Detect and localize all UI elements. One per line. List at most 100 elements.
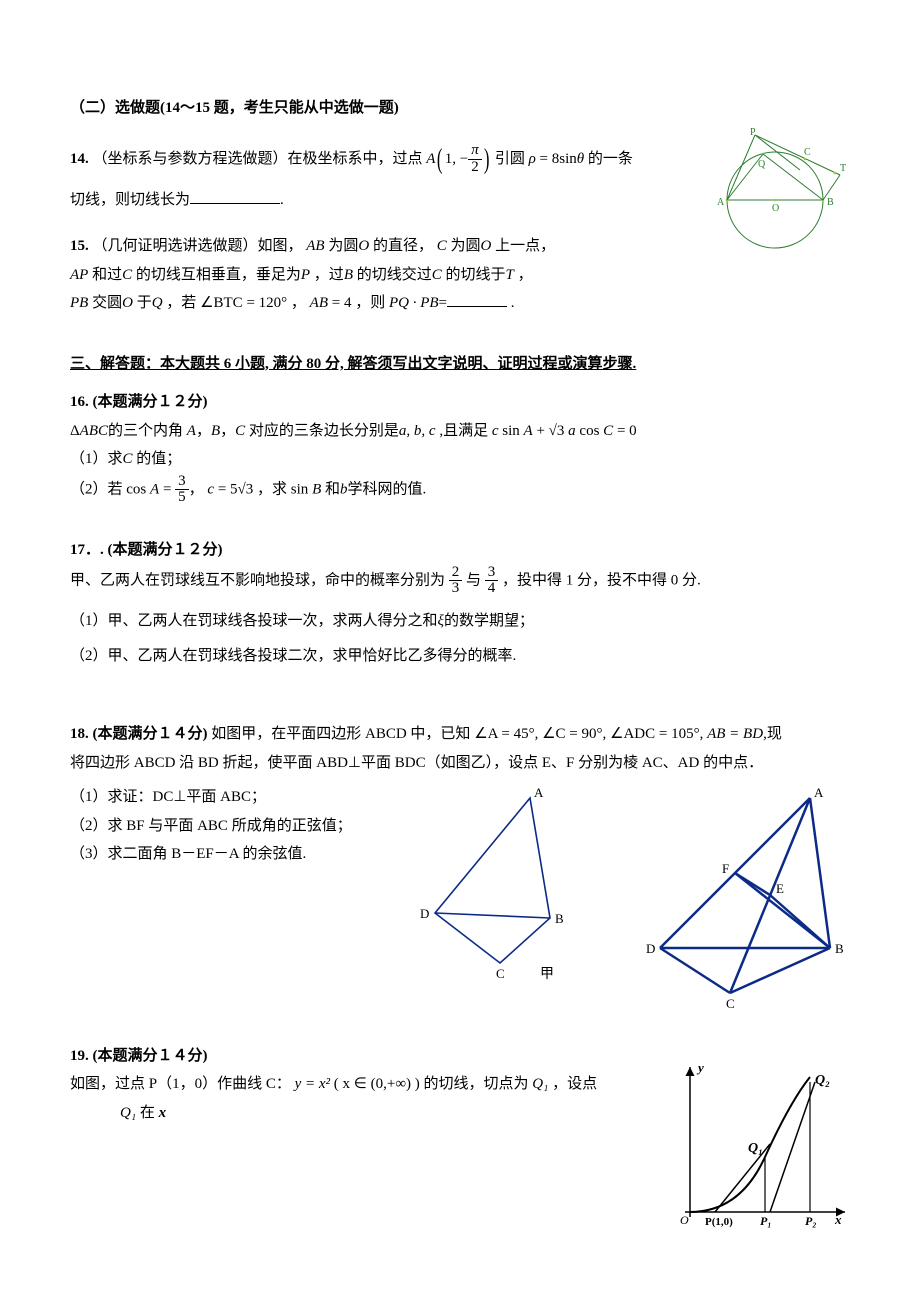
t: O [358, 238, 369, 254]
t: O [680, 1213, 689, 1227]
t: ∠BTC [200, 295, 243, 311]
q15-number: 15. [70, 238, 89, 254]
t: 的切线交过 [353, 267, 432, 283]
t: ,且满足 [436, 423, 489, 439]
t: （1）甲、乙两人在罚球线各投球一次，求两人得分之和 [70, 613, 438, 629]
q15-blank [447, 291, 507, 307]
q17-head: 17．. (本题满分１２分) [70, 536, 850, 565]
t: 的值； [133, 451, 182, 467]
figure-curve: O y x P(1,0) P₁ P₂ Q₁ Q₂ [670, 1062, 850, 1243]
t: Q₁ [120, 1105, 136, 1121]
t: Δ [70, 423, 80, 439]
q14-number: 14. [70, 151, 89, 167]
t: Q₁ [532, 1076, 548, 1092]
t: PB [70, 295, 88, 311]
t: = 4 ，则 [328, 295, 385, 311]
t: C [122, 267, 132, 283]
t: PQ · PB [389, 295, 439, 311]
t: 学科网的值. [348, 481, 427, 497]
t: B [211, 423, 220, 439]
q14-blank [190, 188, 280, 204]
t: C [123, 451, 133, 467]
t: Q₂ [815, 1073, 830, 1088]
t: x [834, 1212, 842, 1227]
t: ∠C = 90° [542, 726, 602, 742]
t: （1）求证：DC⊥平面 ABC； [70, 783, 370, 812]
t: 与 [466, 572, 485, 588]
t: 甲、乙两人在罚球线互不影响地投球，命中的概率分别为 [70, 572, 445, 588]
t: E [776, 881, 784, 896]
t: O [122, 295, 133, 311]
t: ， [189, 481, 204, 497]
section2-heading: （二）选做题(14～15 题，考生只能从中选做一题) [70, 94, 850, 123]
t: A [814, 785, 824, 800]
t: 交圆 [88, 295, 122, 311]
q14-mid2: 的一条 [588, 151, 633, 167]
t: AB [310, 295, 328, 311]
label-P: P [750, 127, 756, 138]
t: B [555, 911, 564, 926]
q18-head: 18. (本题满分１４分) [70, 726, 208, 742]
t: 于 [133, 295, 152, 311]
q14-mid1: 引圆 [495, 151, 525, 167]
label-B: B [827, 197, 834, 208]
t: C [432, 267, 442, 283]
t: C [235, 423, 245, 439]
question-17: 17．. (本题满分１２分) 甲、乙两人在罚球线互不影响地投球，命中的概率分别为… [70, 536, 850, 670]
t: ( x ∈ (0,+∞) ) [334, 1076, 420, 1092]
t: y [696, 1062, 704, 1075]
question-16: 16. (本题满分１２分) ΔABC的三个内角 A，B，C 对应的三条边长分别是… [70, 388, 850, 506]
t: 对应的三条边长分别是 [249, 423, 399, 439]
t: . [507, 295, 515, 311]
question-18: 18. (本题满分１４分) 如图甲，在平面四边形 ABCD 中，已知 ∠A = … [70, 720, 850, 1024]
t: 的切线互相垂直，垂足为 [132, 267, 301, 283]
label-T: T [840, 163, 846, 174]
t: P [301, 267, 310, 283]
t: Q [152, 295, 163, 311]
figure-quad: A B C D 甲 [400, 783, 600, 994]
t: C [496, 966, 505, 981]
t: b [340, 481, 348, 497]
t: Q₁ [748, 1141, 763, 1156]
t: D [420, 906, 429, 921]
t: （2）甲、乙两人在罚球线各投球二次，求甲恰好比乙多得分的概率. [70, 648, 516, 664]
label-A: A [717, 197, 725, 208]
t: 的三个内角 [108, 423, 183, 439]
q14-theta: θ [577, 151, 584, 167]
t: B [835, 941, 844, 956]
t: = [439, 295, 447, 311]
t: （2）若 [70, 481, 123, 497]
t: 2 [449, 565, 463, 582]
q14-A: A [426, 151, 435, 167]
t: ， [514, 267, 533, 283]
t: 如图甲，在平面四边形 ABCD 中，已知 [211, 726, 470, 742]
t: 的数学期望； [444, 613, 534, 629]
t: 的直径， [369, 238, 433, 254]
t: = 5√3 ，求 [214, 481, 287, 497]
t: ,现 [763, 726, 782, 742]
t: 的切线，切点为 [424, 1076, 529, 1092]
t: D [646, 941, 655, 956]
t: 3 [175, 474, 189, 491]
figure-fold: A B C D E F [630, 783, 860, 1024]
t: ，过 [310, 267, 344, 283]
t: P₁ [760, 1214, 772, 1228]
q14-period: . [280, 192, 284, 208]
q14-eq: = 8sin [536, 151, 577, 167]
t: 和过 [88, 267, 122, 283]
t: 如图，过点 P（1，0）作曲线 C： [70, 1076, 291, 1092]
t: C [437, 238, 447, 254]
t: = [159, 481, 175, 497]
label-C: C [804, 147, 811, 158]
t: 4 [485, 581, 499, 597]
t: ∠ADC = 105° [610, 726, 700, 742]
label-Q: Q [758, 159, 766, 170]
q14-lead: （坐标系与参数方程选做题）在极坐标系中，过点 [93, 151, 423, 167]
q15-AB: AB [306, 238, 324, 254]
q18-line2: 将四边形 ABCD 沿 BD 折起，使平面 ABD⊥平面 BDC（如图乙），设点… [70, 749, 850, 778]
t: 和 [321, 481, 340, 497]
t: 3 [449, 581, 463, 597]
q15-lead: （几何证明选讲选做题）如图， [93, 238, 303, 254]
t: T [506, 267, 514, 283]
t: 在 [140, 1105, 155, 1121]
